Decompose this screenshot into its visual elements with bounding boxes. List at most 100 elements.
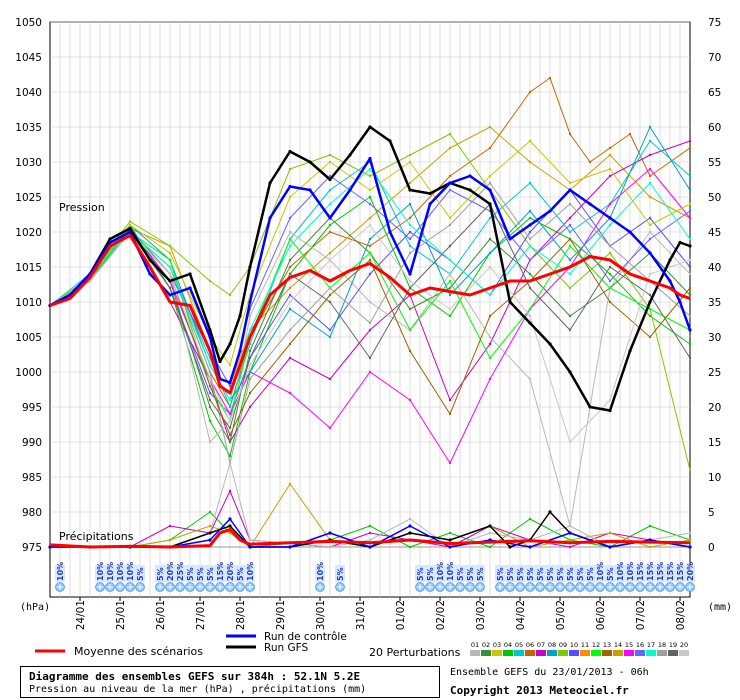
snow-probability-bg [425, 565, 435, 582]
pressure-gfs-point [148, 258, 152, 262]
pressure-control-point [488, 188, 492, 192]
pressure-perturbation-point [648, 195, 652, 199]
pressure-perturbation-point [228, 405, 232, 409]
pressure-perturbation-point [408, 230, 412, 234]
pressure-gfs-point [288, 149, 292, 154]
pressure-perturbation-point [408, 160, 412, 164]
snow-probability-bg [545, 565, 555, 582]
snow-probability-bg [195, 565, 205, 582]
pressure-perturbation-point [408, 251, 412, 255]
pressure-perturbation-point [448, 293, 452, 297]
pressure-perturbation-point [408, 223, 412, 227]
pressure-control-point [678, 300, 682, 304]
pressure-mean-line [49, 234, 691, 395]
pressure-perturbation-point [328, 174, 332, 178]
pressure-gfs-point [668, 258, 672, 262]
precip-perturbation-point [248, 538, 252, 542]
pressure-perturbation-point [688, 468, 692, 472]
pressure-perturbation-point [608, 265, 612, 269]
pressure-perturbation-point [408, 328, 412, 332]
snow-probability-label: 5% [476, 567, 485, 581]
pressure-perturbation-point [228, 384, 232, 388]
snow-probability-label: 5% [566, 567, 575, 581]
pressure-perturbation-point [328, 223, 332, 227]
precip-tick-label: 30 [708, 332, 721, 344]
pressure-perturbation-point [448, 398, 452, 402]
precip-tick-label: 60 [708, 122, 721, 134]
pressure-perturbation-line [49, 168, 691, 401]
perturbation-color-swatch [569, 650, 579, 656]
snow-probability-label: 5% [546, 567, 555, 581]
perturbation-number-label: 18 [658, 641, 666, 649]
snow-probability-bg [235, 565, 245, 582]
pressure-perturbation-point [128, 220, 132, 223]
perturbation-color-swatch [602, 650, 612, 656]
pressure-perturbation-point [608, 300, 612, 304]
pressure-perturbation-point [608, 202, 612, 206]
precip-control-point [368, 545, 372, 549]
pressure-perturbation-point [608, 146, 612, 150]
pressure-perturbation-point [548, 76, 552, 80]
snow-probability-marker: 5% [235, 565, 245, 592]
precip-tick-label: 20 [708, 402, 721, 414]
date-tick-label: 05/02 [555, 600, 567, 630]
precip-tick-label: 35 [708, 297, 721, 309]
snow-probability-bg [335, 565, 345, 582]
pressure-gfs-point [308, 160, 312, 164]
snow-probability-label: 15% [676, 562, 685, 581]
precip-perturbation-point [368, 531, 372, 535]
pressure-perturbation-point [328, 426, 332, 430]
snow-probability-label: 5% [426, 567, 435, 581]
precip-mean-line [49, 528, 691, 549]
pressure-perturbation-point [288, 286, 292, 290]
snow-probability-marker: 5% [535, 565, 545, 592]
pressure-tick-label: 1000 [15, 367, 42, 379]
pressure-perturbation-point [628, 132, 632, 136]
pressure-perturbation-point [528, 181, 532, 185]
pressure-perturbation-point [408, 307, 412, 311]
left-axis-unit: (hPa) [20, 602, 50, 613]
snow-probability-label: 5% [606, 567, 615, 581]
pressure-perturbation-point [168, 244, 172, 248]
pressure-perturbation-point [488, 335, 492, 339]
snow-probability-bg [585, 565, 595, 582]
pressure-perturbation-point [528, 139, 532, 143]
pressure-control-point [408, 272, 412, 276]
pressure-perturbation-point [568, 258, 572, 262]
pressure-gfs-point [328, 177, 332, 182]
pressure-perturbation-line [49, 196, 691, 457]
snow-probability-marker: 5% [415, 565, 425, 592]
snow-probability-bg [245, 565, 255, 582]
precip-control-point [528, 545, 532, 549]
snow-probability-bg [55, 565, 65, 582]
pressure-perturbation-point [568, 272, 572, 276]
pressure-perturbation-point [648, 223, 652, 227]
pressure-perturbation-point [488, 174, 492, 178]
pressure-perturbation-point [568, 230, 572, 234]
pressure-perturbation-point [688, 293, 692, 297]
pressure-perturbation-point [228, 293, 232, 297]
pressure-perturbation-point [488, 314, 492, 318]
precip-perturbation-point [568, 545, 572, 549]
snow-probability-bg [415, 565, 425, 582]
snow-probability-bg [595, 565, 605, 582]
pressure-perturbation-point [448, 174, 452, 178]
pressure-perturbation-point [648, 335, 652, 339]
pressure-gfs-point [238, 314, 242, 318]
pressure-perturbation-point [228, 363, 232, 367]
precip-perturbation-point [528, 517, 532, 521]
pressure-perturbation-point [368, 174, 372, 178]
pressure-perturbation-point [688, 174, 692, 178]
snow-probability-bg [625, 565, 635, 582]
precip-gfs-point [448, 538, 452, 542]
pressure-perturbation-point [648, 181, 652, 185]
snow-probability-bg [115, 565, 125, 582]
perturbation-number-label: 05 [515, 641, 523, 649]
perturbation-number-label: 12 [592, 641, 600, 649]
pressure-perturbation-point [688, 202, 692, 206]
pressure-perturbation-point [648, 174, 652, 178]
pressure-perturbation-point [688, 286, 692, 290]
chart-subtitle: Pression au niveau de la mer (hPa) , pré… [29, 684, 367, 695]
snow-probability-label: 5% [576, 567, 585, 581]
perturbation-color-swatch [470, 650, 480, 656]
